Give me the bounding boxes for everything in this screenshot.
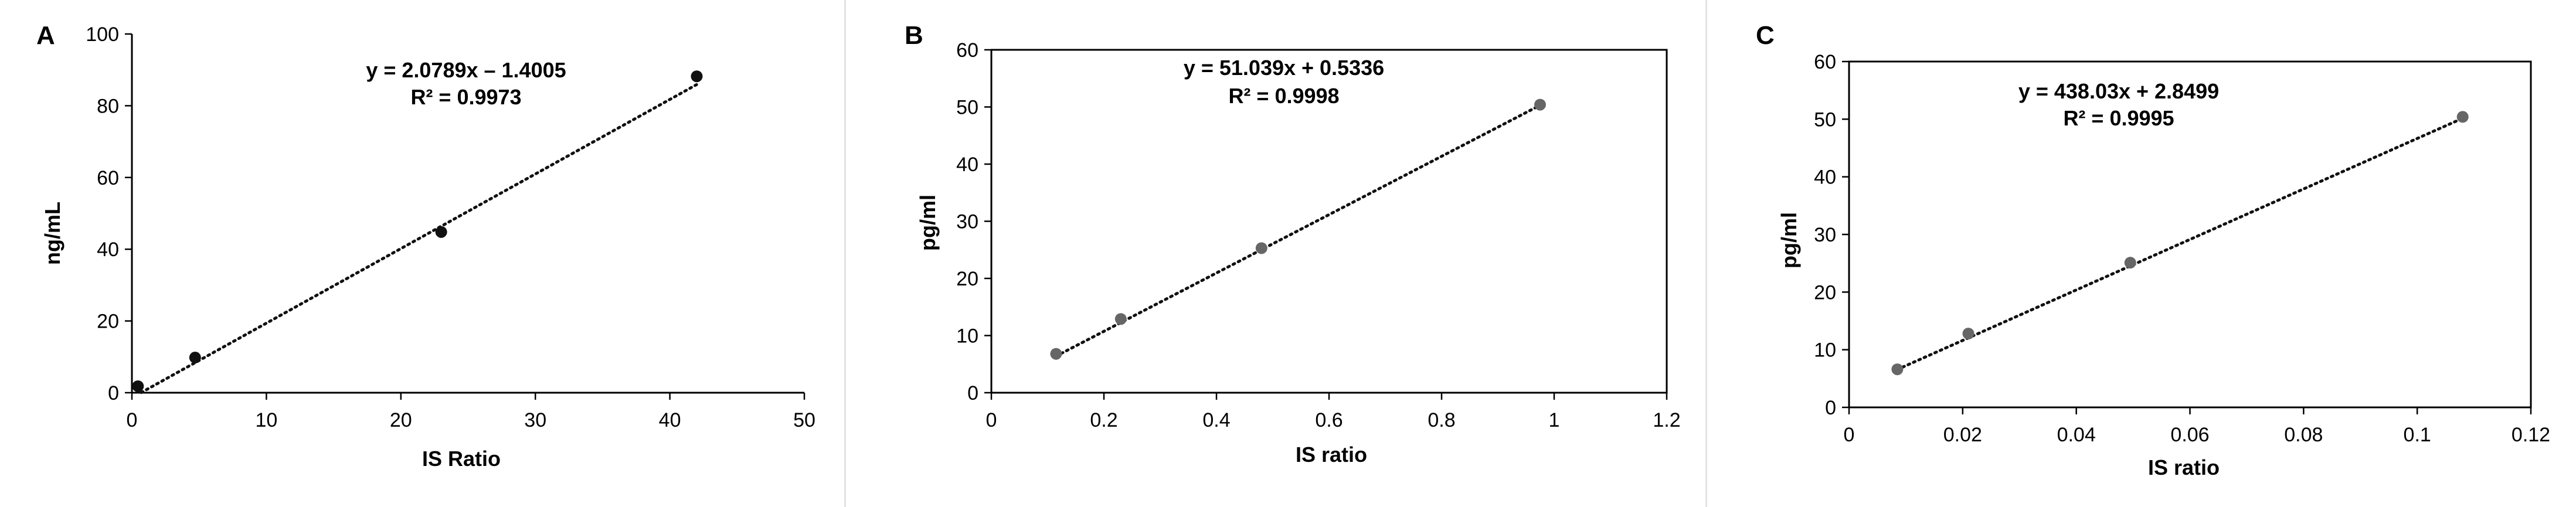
y-tick-label-c: 60 xyxy=(1814,51,1836,73)
x-tick-label-b: 0.6 xyxy=(1315,409,1343,431)
trendline-b xyxy=(1054,104,1542,358)
panel-c: C y = 438.03x + 2.8499 R² = 0.9995 IS ra… xyxy=(1707,0,2576,507)
y-tick-label-b: 50 xyxy=(956,97,978,119)
y-tick-label-a: 0 xyxy=(108,382,119,404)
x-tick-label-c: 0.1 xyxy=(2404,424,2431,446)
r-squared-a: R² = 0.9973 xyxy=(410,85,521,109)
x-tick-label-b: 0.4 xyxy=(1202,409,1230,431)
equation-b: y = 51.039x + 0.5336 xyxy=(1184,56,1384,80)
trendline-c xyxy=(1895,117,2465,371)
data-point-b xyxy=(1050,348,1062,360)
data-point-c xyxy=(2456,111,2469,123)
y-axis-title-a: ng/mL xyxy=(40,202,64,265)
x-tick-label-a: 20 xyxy=(390,409,412,431)
x-tick-label-c: 0 xyxy=(1844,424,1855,446)
data-point-b xyxy=(1534,98,1546,111)
data-point-a xyxy=(435,226,447,238)
x-tick-label-a: 0 xyxy=(127,409,138,431)
y-tick-label-a: 80 xyxy=(97,95,119,117)
y-tick-label-b: 40 xyxy=(956,154,978,176)
x-tick-label-b: 1.2 xyxy=(1653,409,1680,431)
y-tick-label-b: 0 xyxy=(967,382,978,404)
y-tick-label-b: 60 xyxy=(956,39,978,62)
data-point-c xyxy=(2124,257,2136,269)
x-tick-label-c: 0.04 xyxy=(2057,424,2096,446)
y-axis-title-b: pg/ml xyxy=(916,195,940,251)
x-tick-label-b: 0 xyxy=(986,409,997,431)
chart-b: B y = 51.039x + 0.5336 R² = 0.9998 IS ra… xyxy=(905,21,1681,467)
data-point-b xyxy=(1255,242,1267,254)
y-axis-title-c: pg/ml xyxy=(1777,212,1801,268)
plot-frame-c xyxy=(1848,60,2532,409)
x-tick-label-b: 1 xyxy=(1549,409,1560,431)
x-tick-label-c: 0.06 xyxy=(2170,424,2209,446)
x-tick-label-c: 0.08 xyxy=(2284,424,2323,446)
chart-c: C y = 438.03x + 2.8499 R² = 0.9995 IS ra… xyxy=(1756,21,2550,479)
x-tick-label-a: 30 xyxy=(524,409,546,431)
x-tick-label-a: 10 xyxy=(255,409,277,431)
data-point-a xyxy=(691,70,703,83)
y-tick-label-c: 20 xyxy=(1814,281,1836,304)
x-axis-title-b: IS ratio xyxy=(1296,443,1367,467)
x-tick-label-c: 0.02 xyxy=(1943,424,1982,446)
equation-a: y = 2.0789x – 1.4005 xyxy=(366,58,566,82)
panel-b: B y = 51.039x + 0.5336 R² = 0.9998 IS ra… xyxy=(846,0,1705,507)
y-tick-label-c: 30 xyxy=(1814,224,1836,246)
y-tick-label-c: 0 xyxy=(1825,397,1836,419)
x-axis-title-a: IS Ratio xyxy=(422,447,501,471)
data-point-a xyxy=(189,352,201,364)
x-tick-label-a: 50 xyxy=(793,409,815,431)
panel-divider-2 xyxy=(1705,0,1707,507)
data-point-a xyxy=(132,380,144,392)
x-tick-label-b: 0.8 xyxy=(1428,409,1455,431)
x-axis-title-c: IS ratio xyxy=(2148,455,2220,479)
data-point-c xyxy=(1891,363,1904,376)
trendline-a xyxy=(140,83,698,394)
x-tick-label-a: 40 xyxy=(659,409,681,431)
r-squared-b: R² = 0.9998 xyxy=(1228,84,1339,108)
equation-c: y = 438.03x + 2.8499 xyxy=(2018,79,2219,103)
y-tick-label-c: 10 xyxy=(1814,339,1836,362)
panel-label-b: B xyxy=(905,21,923,50)
x-tick-label-c: 0.12 xyxy=(2512,424,2550,446)
r-squared-c: R² = 0.9995 xyxy=(2063,106,2174,130)
y-tick-label-b: 20 xyxy=(956,268,978,290)
panel-divider-1 xyxy=(844,0,846,507)
x-tick-label-b: 0.2 xyxy=(1090,409,1117,431)
panel-a: A y = 2.0789x – 1.4005 R² = 0.9973 IS Ra… xyxy=(0,0,844,507)
panel-label-a: A xyxy=(36,21,55,50)
y-tick-label-b: 30 xyxy=(956,211,978,233)
data-point-c xyxy=(1962,328,1975,340)
panel-label-c: C xyxy=(1756,21,1775,50)
y-tick-label-a: 40 xyxy=(97,239,119,261)
y-tick-label-c: 40 xyxy=(1814,166,1836,189)
y-tick-label-c: 50 xyxy=(1814,108,1836,131)
y-tick-label-b: 10 xyxy=(956,325,978,348)
data-point-b xyxy=(1114,313,1127,325)
y-tick-label-a: 60 xyxy=(97,167,119,189)
y-tick-label-a: 100 xyxy=(86,23,119,46)
chart-a: A y = 2.0789x – 1.4005 R² = 0.9973 IS Ra… xyxy=(36,21,815,471)
y-tick-label-a: 20 xyxy=(97,311,119,333)
